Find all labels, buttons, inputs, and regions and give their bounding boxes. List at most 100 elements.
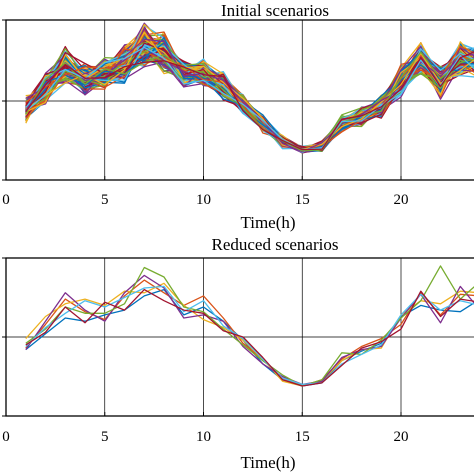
scenario-line	[25, 49, 474, 150]
panel-title: Reduced scenarios	[212, 235, 339, 254]
scenario-line	[25, 46, 474, 150]
scenario-line	[25, 39, 474, 151]
scenario-line	[25, 41, 474, 148]
scenario-line	[25, 41, 474, 152]
scenario-line	[25, 35, 474, 152]
scenario-line	[25, 31, 474, 151]
scenario-line	[25, 41, 474, 152]
series-line	[25, 265, 474, 387]
scenario-line	[25, 32, 474, 151]
scenario-line	[25, 43, 474, 151]
scenario-line	[25, 36, 474, 151]
scenario-line	[25, 38, 474, 153]
scenario-line	[25, 36, 474, 150]
scenario-line	[25, 35, 474, 149]
x-tick-label: 5	[101, 192, 109, 208]
scenario-line	[25, 38, 474, 152]
scenario-line	[25, 41, 474, 149]
series-group	[25, 265, 474, 387]
scenario-line	[25, 42, 474, 152]
scenario-line	[25, 42, 474, 152]
scenario-line	[25, 42, 474, 150]
scenario-line	[25, 35, 474, 152]
scenario-line	[25, 42, 474, 151]
series-group	[25, 22, 474, 154]
scenario-line	[25, 37, 474, 150]
scenario-line	[25, 39, 474, 151]
scenario-line	[25, 31, 474, 152]
scenario-line	[25, 45, 474, 151]
scenario-line	[25, 39, 474, 149]
scenario-line	[25, 30, 474, 149]
scenario-line	[25, 42, 474, 150]
initial-scenarios-panel: Initial scenarios 0 5 10 15 20 Time(h)	[2, 1, 474, 232]
scenario-line	[25, 35, 474, 152]
series-line	[25, 288, 474, 387]
scenario-line	[25, 42, 474, 152]
scenario-line	[25, 31, 474, 154]
scenario-line	[25, 32, 474, 149]
scenario-line	[25, 41, 474, 151]
x-axis-label: Time(h)	[240, 213, 295, 232]
scenario-line	[25, 31, 474, 151]
scenario-line	[25, 33, 474, 153]
scenario-line	[25, 31, 474, 151]
scenario-line	[25, 38, 474, 150]
x-tick-label: 20	[394, 192, 409, 208]
scenario-line	[25, 39, 474, 151]
x-tick-label: 0	[2, 192, 10, 208]
x-tick-label: 5	[101, 429, 109, 445]
series-line	[25, 288, 474, 387]
scenario-line	[25, 40, 474, 152]
scenario-line	[25, 42, 474, 150]
scenario-line	[25, 28, 474, 152]
scenario-line	[25, 39, 474, 152]
scenario-line	[25, 43, 474, 149]
reduced-scenarios-panel: Reduced scenarios 0 5 10 15 20 Time(h)	[2, 235, 474, 472]
scenario-line	[25, 48, 474, 152]
x-tick-label: 10	[196, 192, 211, 208]
scenario-line	[25, 42, 474, 150]
plot-frame	[5, 19, 474, 181]
scenario-line	[25, 38, 474, 151]
scenario-line	[25, 31, 474, 152]
scenario-line	[25, 43, 474, 151]
scenario-line	[25, 38, 474, 152]
scenario-line	[25, 34, 474, 150]
scenario-line	[25, 31, 474, 151]
series-line	[25, 279, 474, 387]
scenario-line	[25, 38, 474, 152]
scenario-line	[25, 39, 474, 152]
scenario-line	[25, 31, 474, 148]
scenario-line	[25, 31, 474, 150]
scenario-line	[25, 40, 474, 152]
x-tick-label: 0	[2, 429, 10, 445]
panel-title: Initial scenarios	[221, 1, 329, 20]
scenario-line	[25, 37, 474, 152]
scenario-line	[25, 40, 474, 149]
scenario-line	[25, 42, 474, 149]
scenario-line	[25, 41, 474, 152]
scenario-line	[25, 41, 474, 152]
x-tick-label: 20	[394, 429, 409, 445]
series-line	[25, 274, 474, 386]
scenario-line	[25, 48, 474, 151]
x-tick-label: 15	[295, 429, 310, 445]
scenario-line	[25, 38, 474, 153]
scenario-line	[25, 39, 474, 152]
scenario-line	[25, 45, 474, 152]
x-tick-label: 10	[196, 429, 211, 445]
scenario-line	[25, 38, 474, 149]
scenario-line	[25, 34, 474, 149]
scenario-line	[25, 39, 474, 154]
scenario-line	[25, 38, 474, 150]
scenario-line	[25, 38, 474, 152]
scenario-line	[25, 41, 474, 151]
scenario-line	[25, 39, 474, 150]
x-tick-label: 15	[295, 192, 310, 208]
scenario-line	[25, 39, 474, 153]
scenario-line	[25, 51, 474, 151]
scenario-line	[25, 45, 474, 151]
scenario-line	[25, 39, 474, 152]
